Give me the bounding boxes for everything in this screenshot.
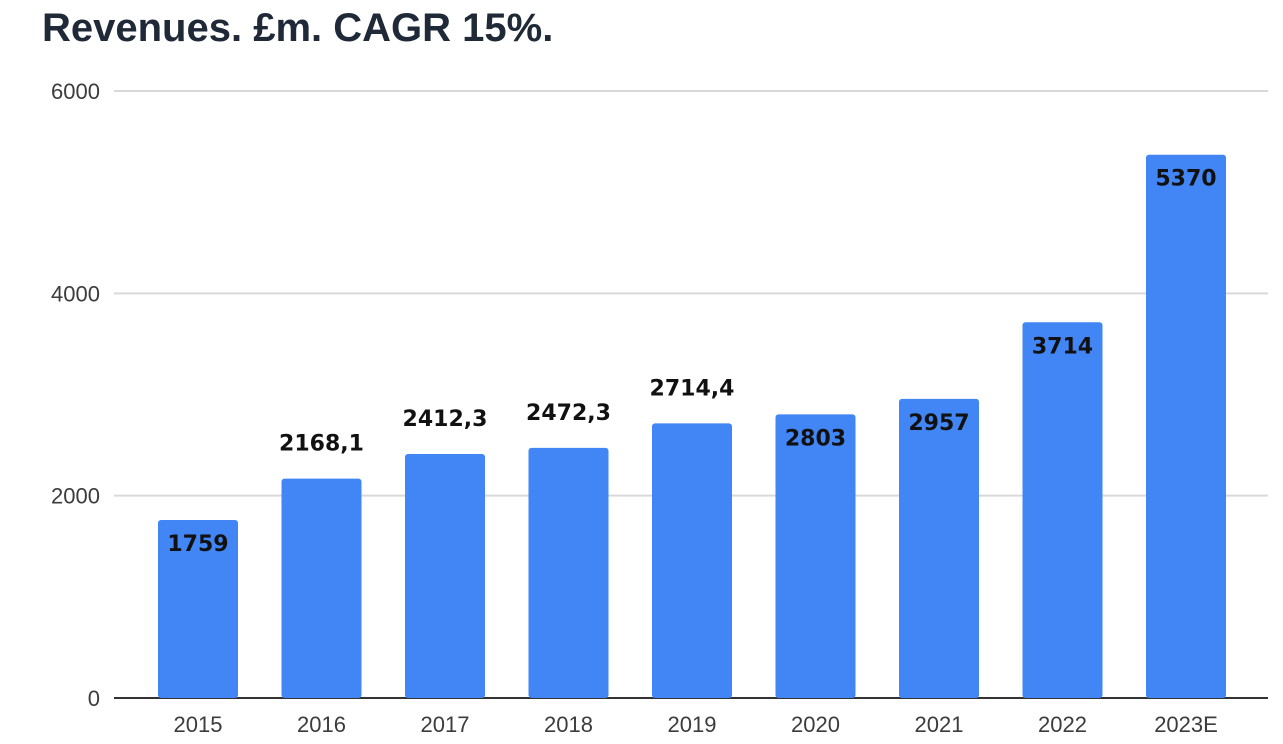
x-tick-label: 2016 — [297, 712, 346, 737]
x-tick-label: 2021 — [915, 712, 964, 737]
bar — [1146, 154, 1226, 699]
data-label: 2957 — [908, 411, 969, 436]
data-label: 3714 — [1032, 334, 1093, 359]
data-label: 2803 — [785, 426, 846, 451]
x-tick-label: 2018 — [544, 712, 593, 737]
x-axis-ticks: 2015 2016 2017 2018 2019 2020 2021 2022 2023E — [174, 712, 1218, 737]
bar — [528, 447, 609, 698]
x-tick-label: 2020 — [791, 712, 840, 737]
data-label: 1759 — [167, 532, 228, 557]
y-tick-label: 4000 — [51, 281, 100, 306]
y-tick-label: 2000 — [51, 484, 100, 509]
data-label: 5370 — [1155, 167, 1216, 192]
data-label: 2168,1 — [279, 432, 364, 457]
bar — [281, 478, 362, 698]
bar — [899, 398, 979, 698]
x-tick-label: 2015 — [174, 712, 223, 737]
data-label: 2472,3 — [526, 401, 611, 426]
bar — [1022, 322, 1103, 698]
data-label: 2412,3 — [403, 407, 488, 432]
y-tick-label: 0 — [88, 686, 100, 711]
x-tick-label: 2017 — [421, 712, 470, 737]
chart-title: Revenues. £m. CAGR 15%. — [42, 6, 554, 50]
data-label: 2714,4 — [650, 376, 735, 401]
x-tick-label: 2023E — [1154, 712, 1218, 737]
bar — [405, 453, 485, 698]
x-tick-label: 2019 — [668, 712, 717, 737]
bar — [775, 414, 856, 698]
bar — [652, 423, 732, 698]
y-tick-label: 6000 — [51, 79, 100, 104]
bar — [158, 520, 238, 698]
data-labels: 1759 2168,1 2412,3 2472,3 2714,4 2803 2957 3714… — [167, 167, 1216, 557]
x-tick-label: 2022 — [1038, 712, 1087, 737]
bars — [158, 154, 1226, 699]
y-axis-ticks: 0 2000 4000 6000 — [51, 79, 100, 711]
